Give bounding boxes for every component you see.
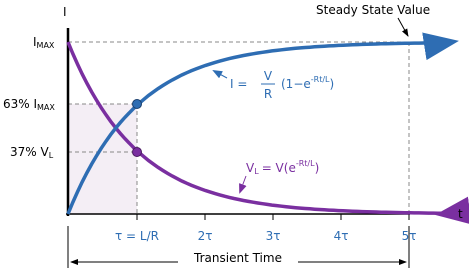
equation: VL = V(e-Rt/L) bbox=[246, 159, 319, 176]
equation-lhs: I = bbox=[230, 77, 247, 91]
y-label-sub: MAX bbox=[37, 41, 55, 50]
equation-open: (1−e bbox=[281, 77, 311, 91]
equation-exponent: -Rt/L bbox=[311, 75, 330, 84]
axes bbox=[66, 28, 410, 216]
equation-rest: (1−e-Rt/L) bbox=[281, 75, 334, 91]
steady-state-pointer bbox=[397, 17, 409, 37]
equation-numerator: V bbox=[264, 69, 273, 83]
x-axis-label: t bbox=[458, 207, 463, 221]
label-bg bbox=[178, 252, 298, 268]
shaded-region bbox=[68, 104, 137, 214]
y-label: IMAX bbox=[33, 35, 55, 50]
guides bbox=[68, 41, 410, 214]
equation-pointer bbox=[239, 175, 247, 194]
voltage-curve bbox=[66, 41, 469, 225]
x-ticks bbox=[136, 214, 410, 220]
x-label: 4τ bbox=[334, 229, 349, 243]
equation-rest: = V(e bbox=[262, 161, 296, 175]
equation-lhs-sub: L bbox=[254, 167, 259, 176]
transient-label: Transient Time bbox=[193, 251, 282, 265]
current-point bbox=[132, 99, 142, 109]
y-label-main: 37% V bbox=[10, 145, 49, 159]
equation-close: ) bbox=[330, 77, 335, 91]
x-label: 2τ bbox=[198, 229, 213, 243]
x-label: 3τ bbox=[266, 229, 281, 243]
y-label: 37% VL bbox=[10, 145, 54, 160]
y-label-main: 63% I bbox=[3, 97, 37, 111]
equation-denominator: R bbox=[264, 87, 272, 101]
x-labels: τ = L/R 2τ 3τ 4τ 5τ bbox=[115, 229, 416, 243]
current-equation: I = V R (1−e-Rt/L) bbox=[212, 69, 334, 101]
y-label: 63% IMAX bbox=[3, 97, 55, 112]
x-label: τ = L/R bbox=[115, 229, 159, 243]
y-label-sub: L bbox=[49, 151, 54, 160]
y-axis-label: I bbox=[63, 5, 67, 19]
voltage-equation: VL = V(e-Rt/L) bbox=[239, 159, 319, 194]
y-label-sub: MAX bbox=[37, 103, 55, 112]
equation-lhs: V bbox=[246, 161, 255, 175]
equation-exponent: -Rt/L bbox=[296, 159, 315, 168]
equation-close: ) bbox=[315, 161, 320, 175]
current-curve bbox=[66, 32, 459, 215]
equation-pointer bbox=[212, 70, 228, 79]
y-label-main: I bbox=[33, 35, 37, 49]
steady-state-label: Steady State Value bbox=[316, 3, 430, 17]
voltage-point bbox=[132, 147, 142, 157]
